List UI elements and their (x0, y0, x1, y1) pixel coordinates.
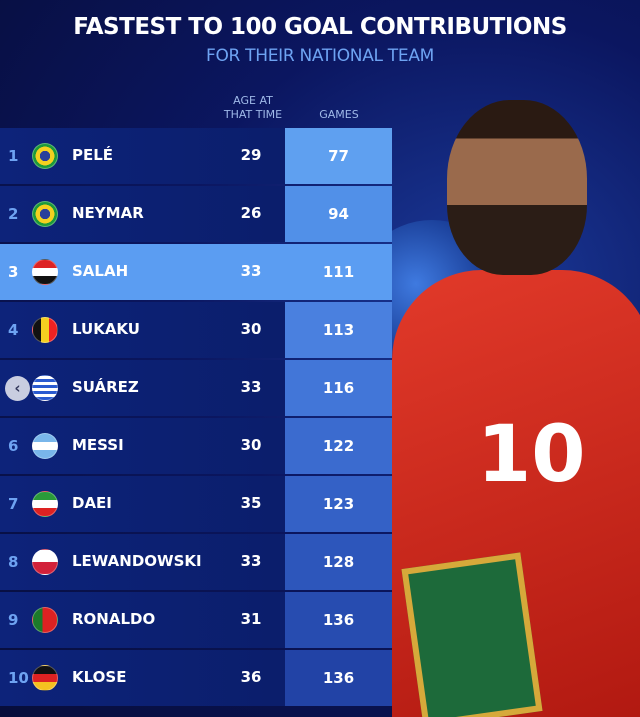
rank-number: 2 (8, 205, 19, 223)
iran-flag-icon (32, 491, 58, 517)
age-value: 33 (240, 262, 262, 280)
player-name: RONALDO (72, 610, 156, 628)
rank-number: 6 (8, 437, 19, 455)
games-value: 123 (285, 476, 392, 532)
player-name: SALAH (72, 262, 129, 280)
age-value: 36 (240, 668, 262, 686)
player-photo: 10 (392, 90, 640, 717)
games-value: 136 (285, 650, 392, 706)
rank-number: 7 (8, 495, 19, 513)
player-head (447, 100, 587, 275)
player-name: KLOSE (72, 668, 127, 686)
age-value: 35 (240, 494, 262, 512)
table-row: 8 LEWANDOWSKI 33 128 (0, 534, 392, 590)
brazil-flag-icon (32, 143, 58, 169)
page-title: FASTEST TO 100 GOAL CONTRIBUTIONS (73, 14, 567, 40)
rank-number: 4 (8, 321, 19, 339)
games-value: 136 (285, 592, 392, 648)
jersey-number: 10 (477, 410, 586, 500)
egypt-flag-icon (32, 259, 58, 285)
poland-flag-icon (32, 549, 58, 575)
age-value: 30 (240, 320, 262, 338)
table-row: ‹ SUÁREZ 33 116 (0, 360, 392, 416)
player-name: SUÁREZ (72, 378, 139, 396)
games-value: 111 (322, 263, 355, 281)
age-value: 29 (240, 146, 262, 164)
age-value: 33 (240, 378, 262, 396)
table-row: 3 SALAH 33 111 (0, 244, 392, 300)
player-name: LEWANDOWSKI (72, 552, 202, 570)
games-value: 116 (285, 360, 392, 416)
player-name: MESSI (72, 436, 124, 454)
rank-number: 9 (8, 611, 19, 629)
table-row: 4 LUKAKU 30 113 (0, 302, 392, 358)
belgium-flag-icon (32, 317, 58, 343)
brazil-flag-icon (32, 201, 58, 227)
back-button[interactable]: ‹ (5, 376, 30, 401)
games-value: 128 (285, 534, 392, 590)
column-header-games: GAMES (319, 108, 359, 121)
rank-number: 1 (8, 147, 19, 165)
player-name: LUKAKU (72, 320, 140, 338)
page-subtitle: FOR THEIR NATIONAL TEAM (205, 46, 435, 66)
uruguay-flag-icon (32, 375, 58, 401)
portugal-flag-icon (32, 607, 58, 633)
games-value: 94 (285, 186, 392, 242)
argentina-flag-icon (32, 433, 58, 459)
table-row: 1 PELÉ 29 77 (0, 128, 392, 184)
table-row: 2 NEYMAR 26 94 (0, 186, 392, 242)
age-value: 31 (240, 610, 262, 628)
games-value: 77 (285, 128, 392, 184)
games-value: 113 (285, 302, 392, 358)
column-header-age: AGE AT THAT TIME (223, 94, 283, 121)
germany-flag-icon (32, 665, 58, 691)
age-value: 33 (240, 552, 262, 570)
rank-number: 10 (8, 669, 29, 687)
table-row: 6 MESSI 30 122 (0, 418, 392, 474)
rank-number: 3 (8, 263, 19, 281)
age-value: 30 (240, 436, 262, 454)
table-row: 9 RONALDO 31 136 (0, 592, 392, 648)
games-value: 122 (285, 418, 392, 474)
pennant (401, 552, 543, 717)
table-row: 7 DAEI 35 123 (0, 476, 392, 532)
player-name: DAEI (72, 494, 112, 512)
table-row: 10 KLOSE 36 136 (0, 650, 392, 706)
player-name: PELÉ (72, 146, 114, 164)
age-value: 26 (240, 204, 262, 222)
player-name: NEYMAR (72, 204, 144, 222)
rank-number: 8 (8, 553, 19, 571)
